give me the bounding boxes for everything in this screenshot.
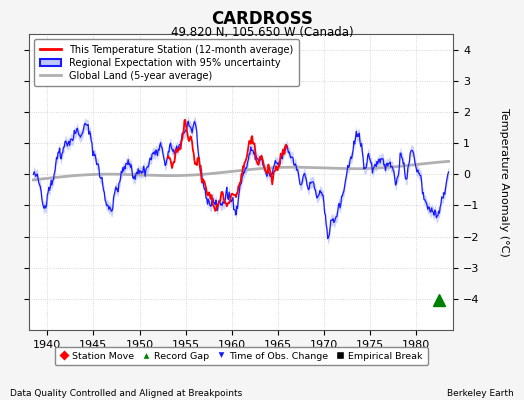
Text: 49.820 N, 105.650 W (Canada): 49.820 N, 105.650 W (Canada) (171, 26, 353, 39)
Y-axis label: Temperature Anomaly (°C): Temperature Anomaly (°C) (499, 108, 509, 256)
Legend: Station Move, Record Gap, Time of Obs. Change, Empirical Break: Station Move, Record Gap, Time of Obs. C… (54, 347, 428, 365)
Text: Data Quality Controlled and Aligned at Breakpoints: Data Quality Controlled and Aligned at B… (10, 389, 243, 398)
Text: Berkeley Earth: Berkeley Earth (447, 389, 514, 398)
Legend: This Temperature Station (12-month average), Regional Expectation with 95% uncer: This Temperature Station (12-month avera… (34, 39, 299, 86)
Text: CARDROSS: CARDROSS (211, 10, 313, 28)
